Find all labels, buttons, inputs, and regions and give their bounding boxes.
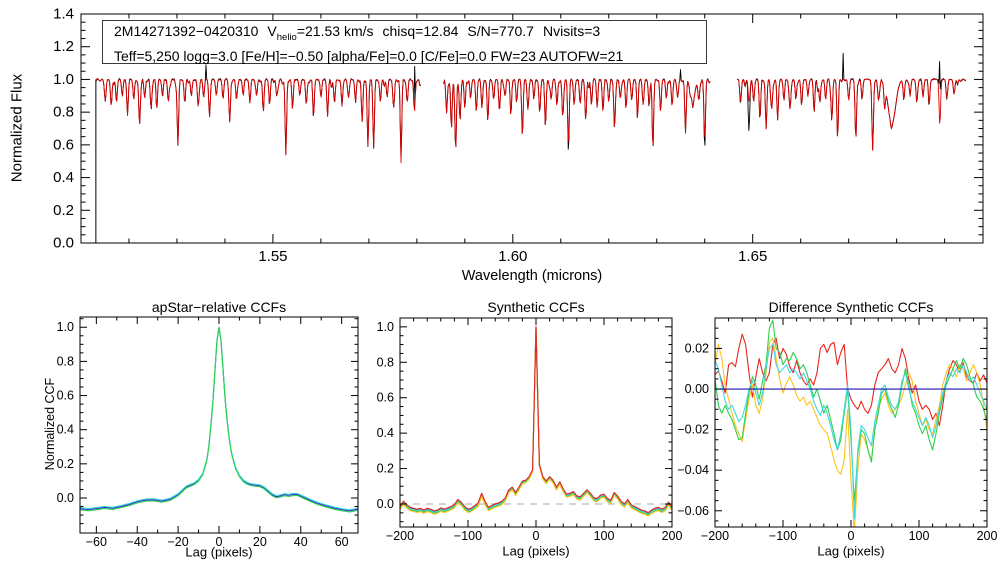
svg-text:−20: −20 xyxy=(168,535,189,549)
svg-text:0.0: 0.0 xyxy=(377,497,394,511)
svg-text:1.0: 1.0 xyxy=(57,320,74,334)
svg-text:0: 0 xyxy=(533,529,540,543)
svg-text:100: 100 xyxy=(909,529,930,543)
svg-text:−60: −60 xyxy=(86,535,107,549)
svg-text:0.4: 0.4 xyxy=(377,426,394,440)
spectrum-xlabel: Wavelength (microns) xyxy=(461,268,603,284)
svg-text:20: 20 xyxy=(253,535,267,549)
target-id: 2M14271392−0420310 xyxy=(114,23,259,39)
info-line-1: 2M14271392−0420310 Vhelio=21.53 km/s chisq… xyxy=(114,22,706,47)
svg-text:100: 100 xyxy=(594,529,615,543)
svg-text:0.6: 0.6 xyxy=(53,136,74,153)
svg-text:200: 200 xyxy=(977,529,998,543)
svg-text:0.2: 0.2 xyxy=(377,462,394,476)
synthetic-ccf-xlabel: Lag (pixels) xyxy=(502,543,570,559)
sn-value: S/N=770.7 xyxy=(467,23,534,39)
nvisits-value: Nvisits=3 xyxy=(542,23,601,39)
svg-text:0.8: 0.8 xyxy=(57,354,74,368)
info-line-2: Teff=5,250 logg=3.0 [Fe/H]=−0.50 [alpha/… xyxy=(114,48,624,65)
vhelio-subscript: helio xyxy=(276,31,297,43)
svg-text:0.6: 0.6 xyxy=(377,391,394,405)
difference-ccf-xlabel: Lag (pixels) xyxy=(817,543,885,559)
svg-text:60: 60 xyxy=(335,535,349,549)
svg-text:−200: −200 xyxy=(386,529,414,543)
apstar-ccf-title: apStar−relative CCFs xyxy=(151,299,287,315)
svg-text:0.4: 0.4 xyxy=(57,423,74,437)
spectrum-ylabel: Normalized Flux xyxy=(8,73,26,183)
svg-text:0.0: 0.0 xyxy=(53,235,74,252)
svg-text:0: 0 xyxy=(216,535,223,549)
apstar-ccf-plot: −60 −40 −20 0 20 40 60 0.0 0.2 0.4 0.6 0.8 1.0 xyxy=(57,316,359,549)
svg-text:−0.02: −0.02 xyxy=(677,423,709,437)
svg-text:−100: −100 xyxy=(769,529,797,543)
svg-text:1.2: 1.2 xyxy=(53,38,74,55)
difference-ccf-title: Difference Synthetic CCFs xyxy=(768,299,934,315)
apstar-ccf-ylabel: Normalized CCF xyxy=(43,377,57,471)
svg-text:1.60: 1.60 xyxy=(498,248,527,265)
svg-text:0.2: 0.2 xyxy=(57,457,74,471)
svg-text:−200: −200 xyxy=(701,529,729,543)
svg-text:−40: −40 xyxy=(127,535,148,549)
svg-text:−0.06: −0.06 xyxy=(677,504,709,518)
svg-text:0.8: 0.8 xyxy=(377,355,394,369)
difference-ccf-plot: −200 −100 0 100 200 0.02 0.00 −0.02 −0.04 −0.06 xyxy=(677,317,998,543)
vhelio-value: =21.53 km/s xyxy=(296,23,374,39)
svg-text:−0.04: −0.04 xyxy=(677,463,709,477)
svg-text:0.02: 0.02 xyxy=(685,341,709,355)
spectrum-info-box: 2M14271392−0420310 Vhelio=21.53 km/s chisq… xyxy=(102,20,707,64)
svg-text:0.0: 0.0 xyxy=(57,491,74,505)
svg-text:0.6: 0.6 xyxy=(57,389,74,403)
svg-text:1.65: 1.65 xyxy=(738,248,767,265)
svg-text:1.0: 1.0 xyxy=(377,320,394,334)
svg-text:40: 40 xyxy=(294,535,308,549)
svg-text:−100: −100 xyxy=(454,529,482,543)
svg-text:0.00: 0.00 xyxy=(685,382,709,396)
svg-text:1.4: 1.4 xyxy=(53,6,74,23)
svg-text:200: 200 xyxy=(662,529,683,543)
svg-text:1.0: 1.0 xyxy=(53,71,74,88)
svg-text:0.8: 0.8 xyxy=(53,104,74,121)
svg-text:0: 0 xyxy=(848,529,855,543)
apstar-ccf-xlabel: Lag (pixels) xyxy=(185,544,253,560)
svg-text:0.4: 0.4 xyxy=(53,169,74,186)
synthetic-ccf-plot: −200 −100 0 100 200 0.0 0.2 0.4 0.6 0.8 1.0 xyxy=(377,317,683,543)
spectrum-plot: 1.55 1.60 1.65 0.0 0.2 0.4 0.6 0.8 1.0 1.2 1.4 xyxy=(53,6,984,265)
chisq-value: chisq=12.84 xyxy=(382,23,459,39)
svg-text:1.55: 1.55 xyxy=(258,248,287,265)
vhelio-prefix: V xyxy=(267,23,277,39)
synthetic-ccf-title: Synthetic CCFs xyxy=(487,299,585,315)
svg-text:0.2: 0.2 xyxy=(53,202,74,219)
